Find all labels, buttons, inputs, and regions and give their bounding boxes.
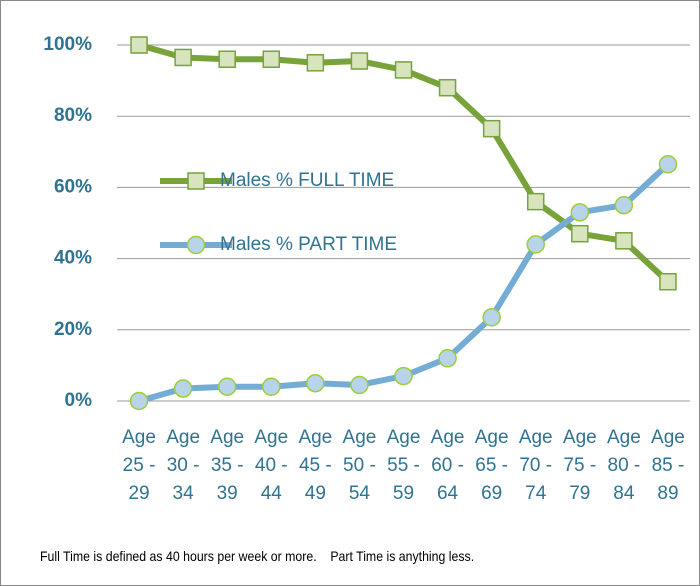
x-tick-label: Age 80 - 84	[606, 427, 641, 504]
x-tick-label: Age 85 - 89	[651, 427, 685, 504]
marker	[262, 50, 281, 68]
marker	[130, 36, 148, 54]
marker	[438, 349, 457, 368]
marker	[438, 78, 457, 97]
marker	[262, 377, 281, 397]
x-tick-label: Age 55 - 59	[386, 427, 421, 504]
legend-label: Males % FULL TIME	[220, 170, 394, 191]
marker	[394, 61, 413, 79]
x-tick-label: Age 25 - 29	[122, 427, 156, 504]
y-tick-label: 0%	[65, 390, 93, 411]
x-tick-label: Age 30 - 34	[166, 427, 201, 504]
x-tick-label: Age 70 - 74	[518, 427, 553, 504]
marker	[659, 272, 677, 291]
x-tick-label: Age 45 - 49	[298, 427, 333, 504]
y-tick-label: 80%	[54, 105, 92, 126]
marker	[614, 195, 634, 215]
y-tick-label: 20%	[54, 319, 92, 340]
marker	[526, 235, 545, 254]
series-line	[138, 162, 671, 404]
y-tick-label: 40%	[54, 248, 92, 269]
x-tick-label: Age 35 - 39	[210, 427, 245, 504]
x-tick-label: Age 75 - 79	[562, 427, 597, 504]
y-tick-label: 100%	[43, 34, 92, 55]
marker	[350, 52, 369, 70]
marker	[217, 377, 237, 397]
legend-marker	[186, 235, 206, 255]
x-tick-label: Age 40 - 44	[254, 427, 289, 504]
x-tick-label: Age 50 - 54	[342, 427, 377, 504]
marker	[306, 54, 325, 72]
marker	[218, 50, 236, 68]
marker	[482, 308, 501, 327]
marker	[174, 48, 192, 67]
marker	[571, 224, 589, 243]
marker	[570, 203, 590, 222]
marker	[306, 373, 325, 393]
marker	[482, 119, 501, 138]
marker	[615, 232, 633, 250]
y-tick-label: 60%	[54, 176, 92, 197]
legend-label: Males % PART TIME	[220, 234, 397, 255]
marker	[526, 192, 545, 211]
marker	[658, 155, 678, 174]
legend-marker	[187, 172, 205, 190]
x-tick-label: Age 60 - 64	[430, 427, 465, 504]
footnote: Full Time is defined as 40 hours per wee…	[40, 548, 475, 564]
marker	[350, 375, 369, 395]
marker	[394, 366, 413, 386]
marker	[173, 379, 193, 398]
marker	[129, 391, 149, 411]
x-tick-label: Age 65 - 69	[474, 427, 509, 504]
